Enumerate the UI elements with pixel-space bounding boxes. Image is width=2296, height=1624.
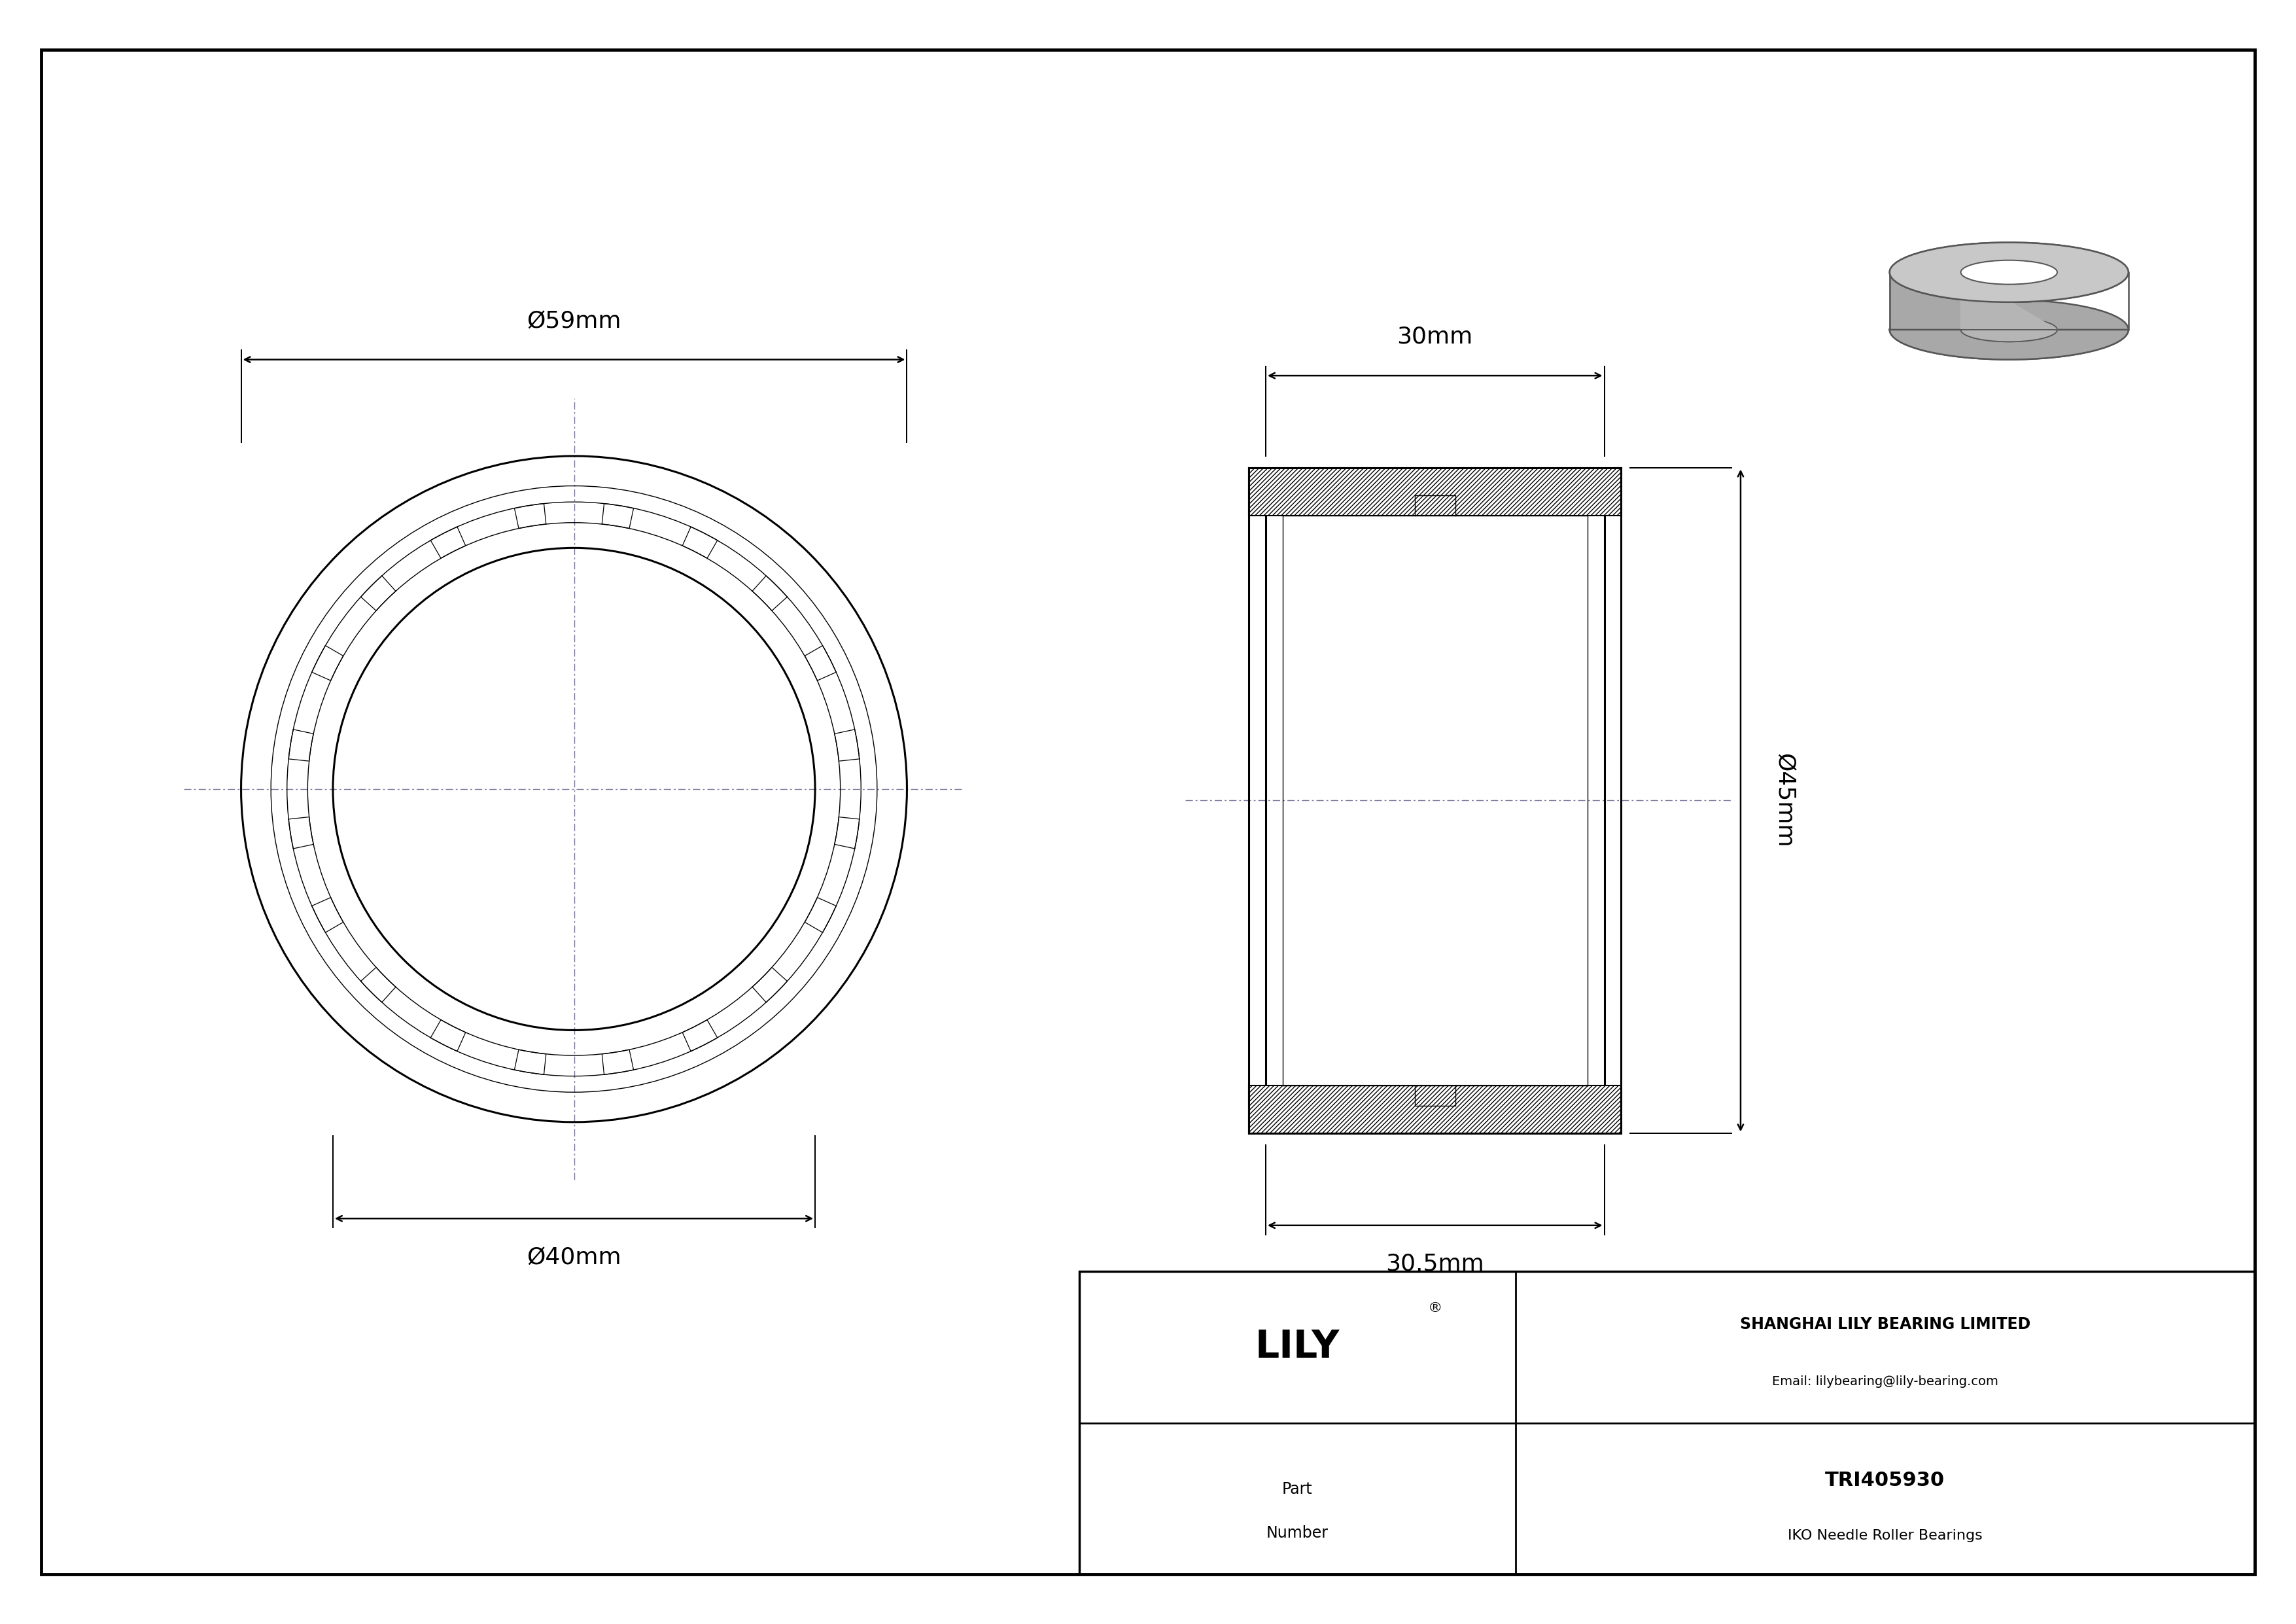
Ellipse shape <box>1961 260 2057 284</box>
Text: IKO Needle Roller Bearings: IKO Needle Roller Bearings <box>1789 1528 1981 1541</box>
Text: Ø59mm: Ø59mm <box>526 310 622 331</box>
Text: Number: Number <box>1265 1525 1329 1541</box>
Ellipse shape <box>1890 300 2128 359</box>
Bar <box>1079 1272 2255 1575</box>
Text: TRI405930: TRI405930 <box>1825 1471 1945 1489</box>
Text: ®: ® <box>1428 1301 1442 1314</box>
Text: 30mm: 30mm <box>1396 326 1474 348</box>
Polygon shape <box>1961 273 2057 341</box>
Text: Email: lilybearing@lily-bearing.com: Email: lilybearing@lily-bearing.com <box>1773 1376 1998 1389</box>
Ellipse shape <box>1961 260 2057 284</box>
Bar <box>1249 1085 1621 1134</box>
Text: Ø45mm: Ø45mm <box>1773 754 1795 848</box>
Ellipse shape <box>1961 318 2057 341</box>
Bar <box>1249 468 1621 516</box>
Text: Part: Part <box>1281 1481 1313 1497</box>
Ellipse shape <box>1890 242 2128 302</box>
Text: LILY: LILY <box>1256 1328 1339 1366</box>
Text: 30.5mm: 30.5mm <box>1387 1254 1483 1275</box>
Polygon shape <box>1890 273 2128 359</box>
Ellipse shape <box>1890 242 2128 302</box>
Text: Ø40mm: Ø40mm <box>526 1246 622 1268</box>
Text: SHANGHAI LILY BEARING LIMITED: SHANGHAI LILY BEARING LIMITED <box>1740 1317 2030 1332</box>
